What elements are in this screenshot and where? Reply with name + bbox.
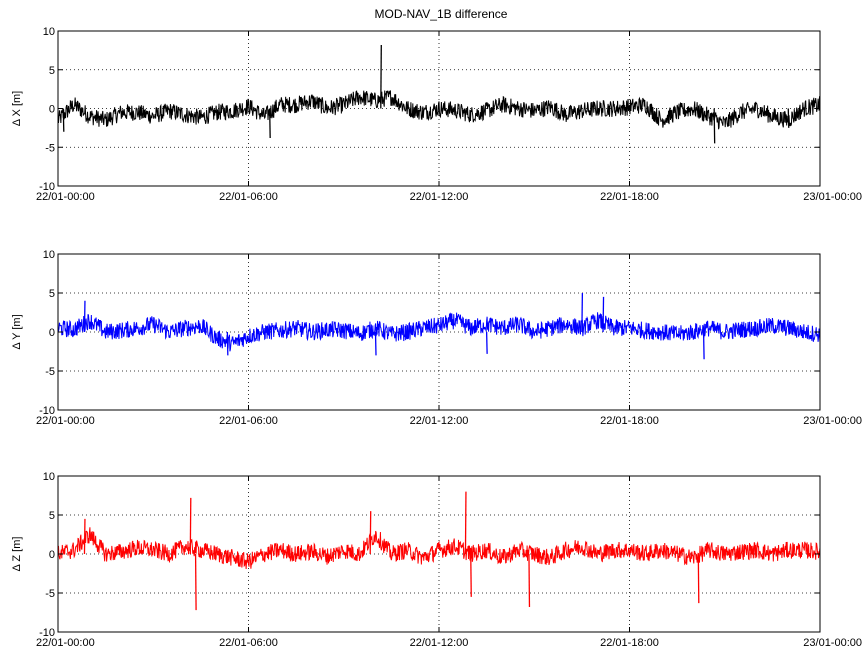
spike-point	[528, 553, 531, 608]
x-tick-label: 22/01-12:00	[410, 415, 469, 427]
y-tick-label: 10	[43, 249, 55, 261]
spike-point	[787, 108, 790, 128]
spike-point	[702, 331, 705, 360]
y-axis-label: Δ Y [m]	[11, 314, 23, 349]
x-tick-label: 23/01-00:00	[803, 637, 862, 649]
y-tick-label: -10	[39, 181, 55, 193]
series-line-1	[57, 90, 821, 130]
series-line-1	[57, 527, 821, 569]
y-tick-label: -5	[45, 588, 55, 600]
spike-point	[713, 108, 716, 144]
panel-3: -10 -5 0 5 10 22/01-00:00 22/01-06:00 22/01-12:…	[11, 471, 862, 649]
chart-title: MOD-NAV_1B difference	[375, 7, 508, 21]
x-tick-label: 22/01-00:00	[36, 415, 95, 427]
y-axis-label: Δ X [m]	[11, 91, 23, 126]
y-axis-label: Δ Z [m]	[11, 537, 23, 572]
x-tick-label: 22/01-12:00	[410, 637, 469, 649]
x-tick-label: 22/01-18:00	[600, 191, 659, 203]
y-tick-label: 5	[49, 510, 55, 522]
panel-2: -10 -5 0 5 10 22/01-00:00 22/01-06:00 22/01-12:…	[11, 249, 862, 427]
y-tick-label: 0	[49, 104, 55, 116]
spike-point	[83, 518, 86, 555]
spike-point	[602, 296, 605, 333]
spike-point	[194, 553, 197, 611]
spike-point	[189, 497, 192, 555]
y-tick-label: -5	[45, 366, 55, 378]
x-tick-label: 22/01-06:00	[219, 191, 278, 203]
y-tick-label: 0	[49, 327, 55, 339]
x-tick-label: 22/01-00:00	[36, 637, 95, 649]
x-tick-label: 22/01-18:00	[600, 637, 659, 649]
spike-point	[581, 292, 584, 333]
y-tick-label: -10	[39, 627, 55, 639]
y-tick-label: 0	[49, 549, 55, 561]
spike-point	[374, 331, 377, 356]
y-tick-label: 10	[43, 26, 55, 38]
x-tick-label: 22/01-18:00	[600, 415, 659, 427]
spike-point	[226, 331, 229, 356]
spike-point	[62, 108, 65, 132]
x-tick-label: 22/01-12:00	[410, 191, 469, 203]
spike-point	[464, 491, 467, 555]
x-tick-label: 23/01-00:00	[803, 191, 862, 203]
spike-point	[380, 44, 382, 109]
y-tick-label: 5	[49, 288, 55, 300]
x-tick-label: 23/01-00:00	[803, 415, 862, 427]
spike-point	[485, 331, 488, 354]
panel-1: -10 -5 0 5 10 22/01-00:00 22/01-06:00 22/01-12:…	[11, 26, 862, 203]
spike-point	[83, 300, 86, 333]
spike-point	[697, 553, 700, 604]
spike-point	[269, 108, 271, 138]
series-line-1	[57, 312, 821, 352]
y-tick-label: 5	[49, 65, 55, 77]
x-tick-label: 22/01-06:00	[219, 637, 278, 649]
x-tick-label: 22/01-06:00	[219, 415, 278, 427]
y-tick-label: -5	[45, 142, 55, 154]
y-tick-label: -10	[39, 405, 55, 417]
x-tick-label: 22/01-00:00	[36, 191, 95, 203]
spike-point	[470, 553, 472, 597]
y-tick-label: 10	[43, 471, 55, 483]
spike-point	[369, 511, 372, 555]
